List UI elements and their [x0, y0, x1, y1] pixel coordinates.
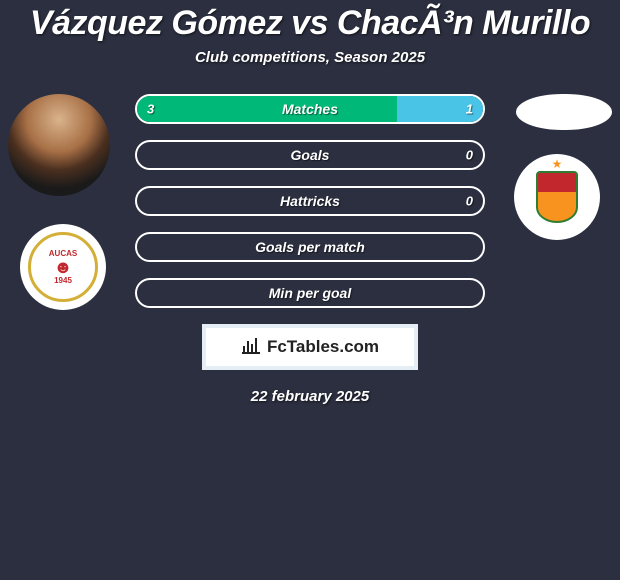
stat-label: Hattricks: [280, 193, 340, 209]
stat-value-right: 0: [466, 148, 473, 163]
stat-row: Goals per match: [135, 232, 485, 262]
club1-badge-inner: AUCAS ☻ 1945: [28, 232, 98, 302]
club1-face-icon: ☻: [54, 258, 73, 276]
player1-avatar: [8, 94, 110, 196]
stat-bars: Matches 3 1 Goals 0 Hattricks 0 Goals per match…: [135, 94, 485, 308]
club2-shield-icon: [536, 171, 578, 223]
stat-value-right: 0: [466, 194, 473, 209]
stat-row: Matches 3 1: [135, 94, 485, 124]
stat-label: Goals per match: [255, 239, 365, 255]
stat-value-left: 3: [147, 102, 154, 117]
stat-label: Min per goal: [269, 285, 351, 301]
player2-club-badge: ★: [514, 154, 600, 240]
stats-area: AUCAS ☻ 1945 ★ Matches 3 1 Goals 0 Hattricks 0…: [0, 94, 620, 405]
stat-label: Goals: [291, 147, 330, 163]
watermark-box: FcTables.com: [202, 324, 418, 370]
page-title: Vázquez Gómez vs ChacÃ³n Murillo: [0, 4, 620, 43]
subtitle: Club competitions, Season 2025: [0, 49, 620, 66]
date-label: 22 february 2025: [0, 388, 620, 405]
stat-label: Matches: [282, 101, 338, 117]
stat-row: Min per goal: [135, 278, 485, 308]
watermark-text: FcTables.com: [267, 337, 379, 357]
stat-row: Goals 0: [135, 140, 485, 170]
chart-icon: [241, 336, 261, 359]
stat-left-fill: [137, 96, 397, 122]
player1-club-badge: AUCAS ☻ 1945: [20, 224, 106, 310]
club2-star-icon: ★: [552, 157, 563, 171]
stat-row: Hattricks 0: [135, 186, 485, 216]
stat-value-right: 1: [466, 102, 473, 117]
comparison-card: Vázquez Gómez vs ChacÃ³n Murillo Club co…: [0, 0, 620, 405]
player2-avatar: [516, 94, 612, 130]
club1-label-bottom: 1945: [54, 276, 72, 285]
